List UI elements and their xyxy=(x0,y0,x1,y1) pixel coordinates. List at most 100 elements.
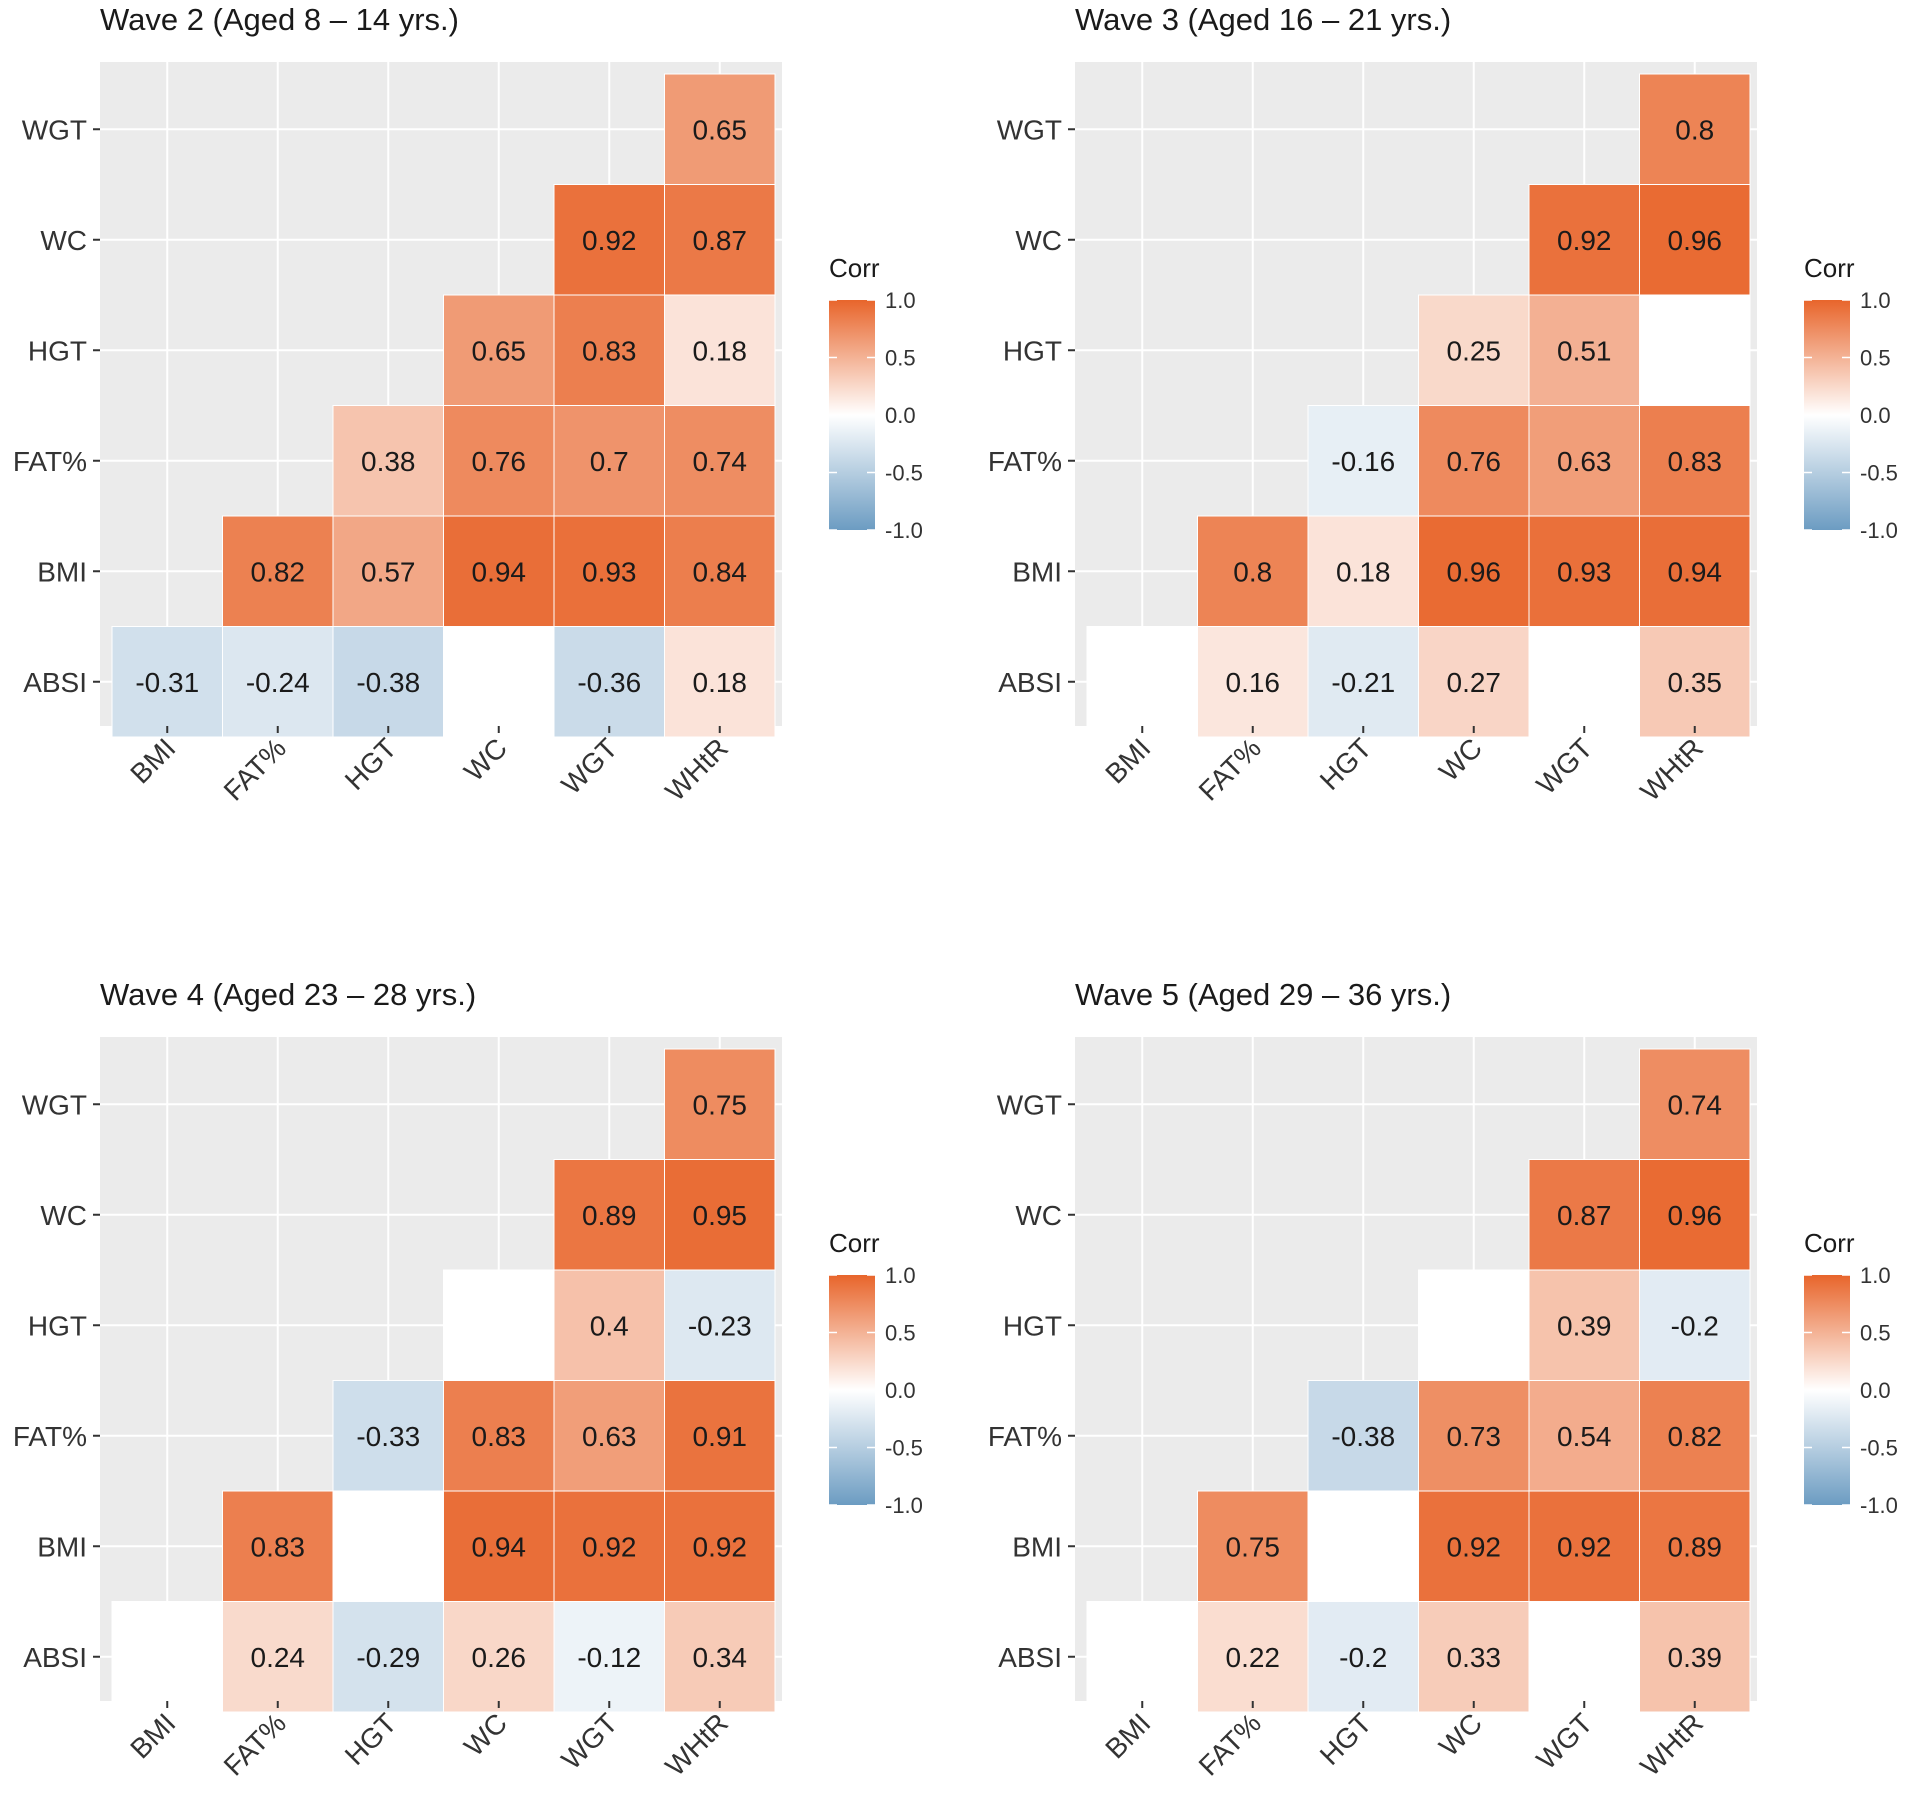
heatmap-cell xyxy=(1418,1601,1530,1713)
heatmap-cell xyxy=(1418,405,1530,517)
legend-tick-label: 0.5 xyxy=(1860,346,1891,371)
heatmap-cell xyxy=(1086,626,1198,738)
cell-value-label: 0.39 xyxy=(1668,1642,1723,1673)
cell-value-label: 0.92 xyxy=(1447,1531,1502,1562)
heatmap-cell xyxy=(664,294,776,406)
cell-value-label: 0.74 xyxy=(693,446,748,477)
y-tick-label: WC xyxy=(40,1200,87,1231)
legend-tick-label: 1.0 xyxy=(885,288,916,313)
legend-title: Corr xyxy=(829,1228,880,1258)
legend-tick-label: 1.0 xyxy=(885,1263,916,1288)
heatmap-cell xyxy=(1528,1601,1640,1713)
y-tick-label: HGT xyxy=(1003,335,1062,366)
legend-title: Corr xyxy=(829,253,880,283)
y-tick-label: FAT% xyxy=(13,446,87,477)
y-tick-label: ABSI xyxy=(23,667,87,698)
cell-value-label: -0.23 xyxy=(688,1310,752,1341)
legend-tick-label: -0.5 xyxy=(885,1436,923,1461)
heatmap-cell xyxy=(553,1490,665,1602)
x-tick-label: WC xyxy=(458,1707,513,1762)
panel-title: Wave 4 (Aged 23 – 28 yrs.) xyxy=(100,977,476,1012)
heatmap-cell xyxy=(553,626,665,738)
legend-tick-label: 1.0 xyxy=(1860,1263,1891,1288)
cell-value-label: -0.36 xyxy=(577,667,641,698)
heatmap-cell xyxy=(664,405,776,517)
x-tick-label: FAT% xyxy=(1193,732,1267,806)
heatmap-cell xyxy=(111,626,223,738)
heatmap-panel-3: 0.24 -0.29 0.26 -0.12 0.34 0.83 0.94 0.92 0.92 -0… xyxy=(13,977,923,1782)
cell-value-label: 0.96 xyxy=(1447,556,1502,587)
heatmap-cell xyxy=(1639,1380,1751,1492)
heatmap-cell xyxy=(332,626,444,738)
heatmap-cell xyxy=(1307,626,1419,738)
y-tick-label: WGT xyxy=(22,114,87,145)
y-tick-label: HGT xyxy=(28,335,87,366)
y-tick-label: ABSI xyxy=(998,1642,1062,1673)
cell-value-label: 0.74 xyxy=(1668,1089,1723,1120)
legend-tick-label: 0.5 xyxy=(885,346,916,371)
cell-value-label: 0.83 xyxy=(582,335,637,366)
x-tick-label: HGT xyxy=(339,732,403,796)
y-tick-label: BMI xyxy=(37,556,87,587)
heatmap-cell xyxy=(1418,515,1530,627)
heatmap-cell xyxy=(553,1159,665,1271)
heatmap-cell xyxy=(1639,294,1751,406)
y-tick-label: ABSI xyxy=(998,667,1062,698)
legend-title: Corr xyxy=(1804,1228,1855,1258)
heatmap-cell xyxy=(1418,626,1530,738)
cell-value-label: 0.95 xyxy=(693,1200,748,1231)
x-tick-label: WHtR xyxy=(1634,732,1709,807)
x-tick-label: WHtR xyxy=(659,1707,734,1782)
cell-value-label: 0.84 xyxy=(693,556,748,587)
y-tick-label: BMI xyxy=(1012,556,1062,587)
heatmap-cell xyxy=(443,1490,555,1602)
legend-tick-label: -0.5 xyxy=(1860,461,1898,486)
x-tick-label: WGT xyxy=(1530,1707,1598,1775)
cell-value-label: 0.65 xyxy=(472,335,527,366)
y-tick-label: BMI xyxy=(1012,1531,1062,1562)
cell-value-label: 0.73 xyxy=(1447,1421,1502,1452)
x-tick-label: BMI xyxy=(1099,1707,1156,1764)
cell-value-label: 0.26 xyxy=(472,1642,527,1673)
panel-title: Wave 2 (Aged 8 – 14 yrs.) xyxy=(100,2,459,37)
cell-value-label: -0.12 xyxy=(577,1642,641,1673)
heatmap-cell xyxy=(1639,515,1751,627)
cell-value-label: 0.87 xyxy=(1557,1200,1612,1231)
legend-tick-label: -1.0 xyxy=(1860,518,1898,543)
heatmap-cell xyxy=(553,1380,665,1492)
cell-value-label: 0.82 xyxy=(251,556,306,587)
heatmap-cell xyxy=(443,1269,555,1381)
heatmap-cell xyxy=(1197,515,1309,627)
cell-value-label: 0.92 xyxy=(1557,1531,1612,1562)
heatmap-panel-1: -0.31 -0.24 -0.38 -0.36 0.18 0.82 0.57 0.94 0.93… xyxy=(13,2,923,807)
heatmap-cell xyxy=(1307,1380,1419,1492)
cell-value-label: 0.87 xyxy=(693,225,748,256)
cell-value-label: 0.92 xyxy=(1557,225,1612,256)
legend-tick-label: 0.5 xyxy=(885,1321,916,1346)
heatmap-panel-2: 0.16 -0.21 0.27 0.35 0.8 0.18 0.96 0.93 0.94 -0.1… xyxy=(988,2,1898,807)
heatmap-cell xyxy=(222,1601,334,1713)
legend-tick-label: 0.0 xyxy=(1860,1378,1891,1403)
cell-value-label: 0.57 xyxy=(361,556,416,587)
cell-value-label: 0.94 xyxy=(1668,556,1723,587)
heatmap-cell xyxy=(1639,73,1751,185)
heatmap-cell xyxy=(664,626,776,738)
heatmap-cell xyxy=(1528,184,1640,296)
heatmap-cell xyxy=(664,1048,776,1160)
cell-value-label: 0.94 xyxy=(472,1531,527,1562)
x-tick-label: WC xyxy=(458,732,513,787)
y-tick-label: HGT xyxy=(28,1310,87,1341)
heatmap-panel-4: 0.22 -0.2 0.33 0.39 0.75 0.92 0.92 0.89 -0.38 0.7… xyxy=(988,977,1898,1782)
heatmap-cell xyxy=(664,1159,776,1271)
y-tick-label: FAT% xyxy=(988,446,1062,477)
cell-value-label: 0.76 xyxy=(472,446,527,477)
heatmap-cell xyxy=(1528,405,1640,517)
heatmap-cell xyxy=(332,1380,444,1492)
cell-value-label: 0.92 xyxy=(693,1531,748,1562)
heatmap-cell xyxy=(222,515,334,627)
cell-value-label: -0.31 xyxy=(135,667,199,698)
heatmap-cell xyxy=(553,1601,665,1713)
cell-value-label: 0.22 xyxy=(1226,1642,1281,1673)
heatmap-cell xyxy=(443,294,555,406)
